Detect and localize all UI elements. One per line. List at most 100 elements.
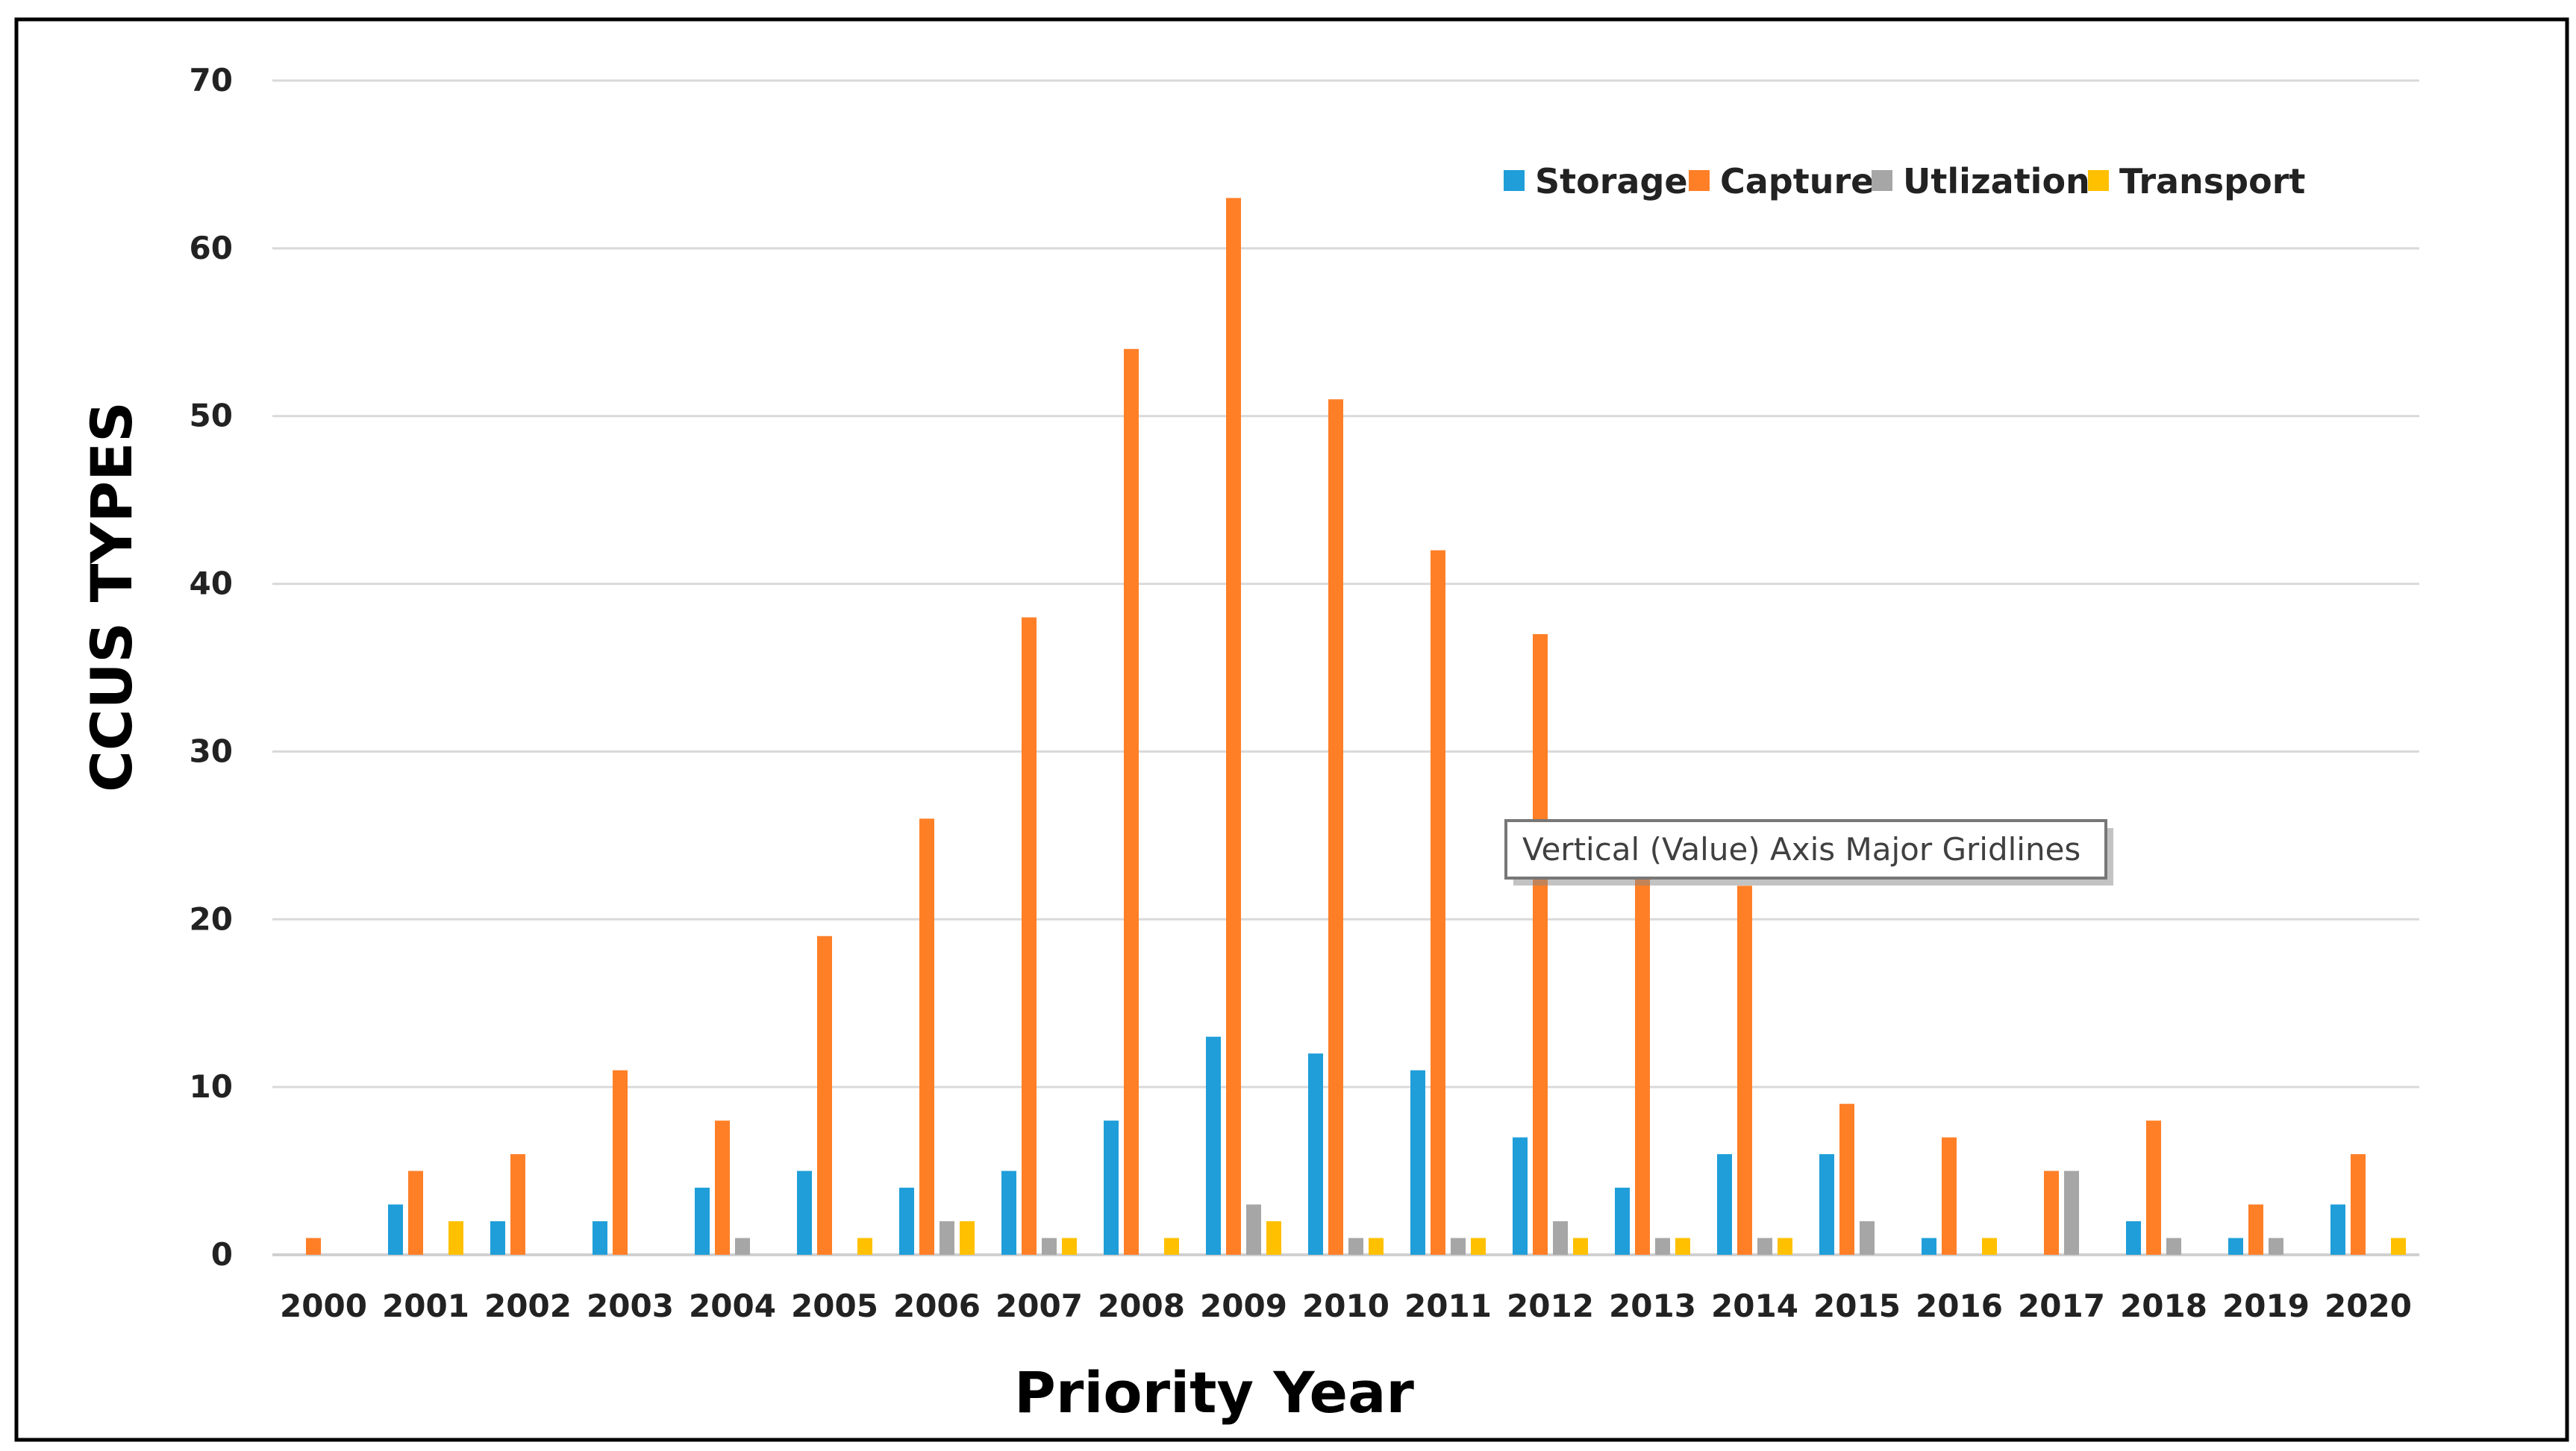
bar-capture-2003 [613,1070,628,1255]
bar-utlization-2012 [1553,1221,1568,1255]
x-tick-label: 2016 [1916,1288,2003,1324]
legend-swatch-storage [1504,170,1525,191]
y-tick-label: 20 [190,900,233,937]
bar-storage-2009 [1206,1036,1221,1255]
y-axis-title: CCUS TYPES [78,401,145,792]
bar-capture-2004 [715,1121,730,1255]
bar-capture-2014 [1737,886,1752,1255]
bar-transport-2001 [448,1221,463,1255]
bar-capture-2002 [510,1154,525,1255]
bar-transport-2014 [1778,1238,1792,1255]
bar-storage-2007 [1001,1170,1016,1255]
legend-label: Capture [1720,161,1874,201]
bar-transport-2005 [857,1238,872,1255]
bar-transport-2007 [1062,1238,1077,1255]
x-tick-label: 2000 [280,1288,367,1324]
bar-utlization-2011 [1451,1238,1466,1255]
tooltip-text: Vertical (Value) Axis Major Gridlines [1522,831,2081,868]
bar-storage-2008 [1104,1121,1119,1255]
y-tick-label: 10 [190,1068,233,1105]
y-tick-label: 50 [190,398,233,434]
y-tick-label: 70 [190,62,233,98]
legend-swatch-transport [2088,170,2109,191]
x-tick-label: 2005 [791,1288,878,1324]
bar-transport-2008 [1164,1238,1179,1255]
bar-storage-2010 [1308,1053,1323,1255]
bar-capture-2016 [1942,1137,1957,1255]
bar-storage-2016 [1922,1238,1936,1255]
bar-capture-2019 [2248,1204,2263,1255]
x-tick-label: 2001 [382,1288,469,1324]
bar-storage-2011 [1410,1070,1425,1255]
legend: Storage Capture Utlization Transport [1504,161,2305,201]
bar-storage-2019 [2228,1238,2243,1255]
bar-capture-2018 [2146,1121,2161,1255]
legend-label: Transport [2119,161,2305,201]
bar-transport-2009 [1266,1221,1281,1255]
bar-utlization-2013 [1655,1238,1670,1255]
x-tick-label: 2003 [587,1288,674,1324]
bar-transport-2016 [1982,1238,1997,1255]
x-tick-label: 2007 [995,1288,1083,1324]
x-tick-label: 2017 [2018,1288,2105,1324]
y-tick-label: 60 [190,230,233,266]
bar-utlization-2014 [1757,1238,1772,1255]
bar-storage-2003 [593,1221,607,1255]
bar-storage-2002 [490,1221,505,1255]
bar-storage-2001 [388,1204,403,1255]
bar-capture-2008 [1124,348,1139,1255]
bar-transport-2013 [1675,1238,1690,1255]
bar-capture-2017 [2044,1170,2059,1255]
bar-storage-2012 [1513,1137,1528,1255]
x-tick-label: 2010 [1302,1288,1389,1324]
bar-transport-2010 [1369,1238,1384,1255]
x-tick-label: 2011 [1404,1288,1492,1324]
bar-utlization-2004 [735,1238,750,1255]
bar-transport-2011 [1471,1238,1486,1255]
tooltip: Vertical (Value) Axis Major Gridlines [1504,819,2113,886]
bar-capture-2005 [817,936,832,1255]
legend-label: Utlization [1903,161,2090,201]
bar-capture-2020 [2351,1154,2366,1255]
bar-utlization-2017 [2064,1170,2079,1255]
bar-capture-2009 [1226,198,1241,1255]
bar-utlization-2006 [940,1221,954,1255]
x-tick-label: 2008 [1098,1288,1185,1324]
bar-storage-2020 [2330,1204,2345,1255]
bar-utlization-2019 [2269,1238,2283,1255]
legend-swatch-utlization [1872,170,1892,191]
legend-swatch-capture [1689,170,1710,191]
bar-utlization-2009 [1246,1204,1261,1255]
x-tick-label: 2014 [1711,1288,1798,1324]
bar-capture-2011 [1431,550,1445,1255]
bar-utlization-2018 [2166,1238,2181,1255]
x-tick-label: 2020 [2325,1288,2412,1324]
bar-capture-2001 [408,1170,423,1255]
bar-capture-2007 [1022,617,1037,1255]
y-tick-label: 0 [211,1236,233,1273]
x-tick-label: 2002 [484,1288,572,1324]
bar-transport-2012 [1573,1238,1588,1255]
bar-storage-2015 [1819,1154,1834,1255]
bar-capture-2000 [306,1238,321,1255]
bar-capture-2012 [1533,634,1548,1255]
chart-border [14,17,2569,1442]
bar-transport-2020 [2391,1238,2406,1255]
x-tick-label: 2013 [1609,1288,1696,1324]
x-tick-label: 2012 [1507,1288,1594,1324]
bar-storage-2004 [695,1188,710,1255]
bar-utlization-2007 [1042,1238,1057,1255]
legend-label: Storage [1535,161,1688,201]
x-tick-label: 2006 [893,1288,981,1324]
bar-storage-2018 [2126,1221,2141,1255]
bar-storage-2005 [797,1170,812,1255]
bar-capture-2013 [1635,852,1650,1255]
x-tick-label: 2019 [2222,1288,2310,1324]
bar-capture-2006 [919,818,934,1255]
x-tick-label: 2015 [1813,1288,1901,1324]
x-axis-title: Priority Year [1014,1359,1414,1426]
x-tick-label: 2004 [689,1288,776,1324]
bar-capture-2015 [1839,1103,1854,1255]
bar-storage-2014 [1717,1154,1732,1255]
